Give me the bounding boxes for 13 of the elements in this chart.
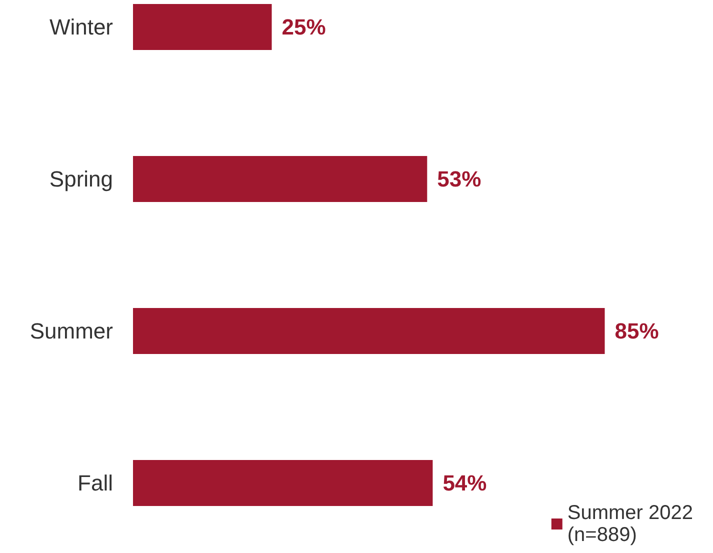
data-label: 85% <box>614 318 659 344</box>
y-tick-label: Spring <box>49 166 113 192</box>
data-label: 54% <box>442 470 487 496</box>
y-tick-label: Winter <box>49 14 113 40</box>
bar <box>133 156 428 202</box>
legend-label: Summer 2022 (n=889) <box>567 502 694 546</box>
bar <box>133 308 605 354</box>
y-tick-label: Fall <box>78 470 113 496</box>
data-label: 25% <box>282 14 326 40</box>
data-label: 53% <box>437 166 482 192</box>
bar <box>133 460 433 506</box>
y-tick-label: Summer <box>30 318 113 344</box>
bar <box>133 4 272 50</box>
